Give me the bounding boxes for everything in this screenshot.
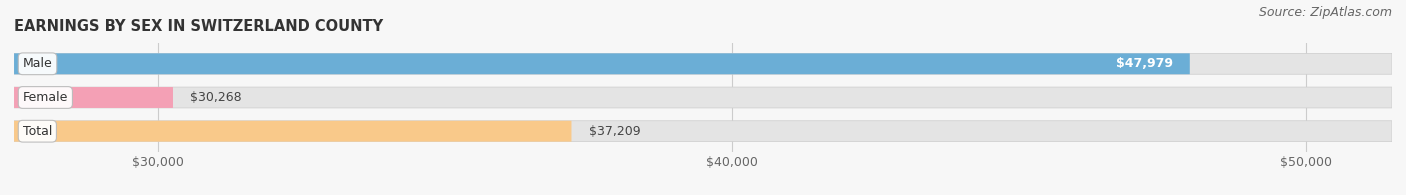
Text: $37,209: $37,209 <box>589 125 640 138</box>
Text: Male: Male <box>22 57 52 70</box>
FancyBboxPatch shape <box>14 53 1392 74</box>
FancyBboxPatch shape <box>14 121 1392 142</box>
Text: Female: Female <box>22 91 67 104</box>
Text: $47,979: $47,979 <box>1115 57 1173 70</box>
FancyBboxPatch shape <box>14 121 571 142</box>
FancyBboxPatch shape <box>14 53 1189 74</box>
Text: $30,268: $30,268 <box>190 91 242 104</box>
FancyBboxPatch shape <box>14 87 173 108</box>
Text: Source: ZipAtlas.com: Source: ZipAtlas.com <box>1258 6 1392 19</box>
Text: EARNINGS BY SEX IN SWITZERLAND COUNTY: EARNINGS BY SEX IN SWITZERLAND COUNTY <box>14 19 384 34</box>
FancyBboxPatch shape <box>14 87 1392 108</box>
Text: Total: Total <box>22 125 52 138</box>
